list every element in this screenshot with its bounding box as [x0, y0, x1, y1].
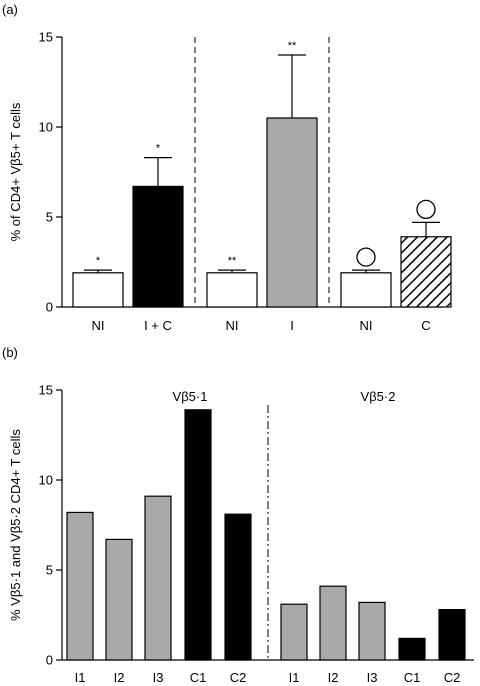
- panel-b-group-label-vb51: Vβ5·1: [173, 389, 208, 404]
- panel-b-x-tick-label: I1: [75, 670, 86, 685]
- panel-b-y-tick-label: 15: [39, 383, 53, 398]
- panel-a-significance-marker: *: [156, 143, 161, 155]
- panel-a-x-tick-label: C: [421, 318, 430, 333]
- panel-b-x-tick-label: I2: [114, 670, 125, 685]
- panel-a-x-tick-label: NI: [226, 318, 239, 333]
- panel-b-label: (b): [2, 345, 18, 360]
- panel-a-bar: [206, 272, 258, 308]
- panel-b-axes: 0 5 10 15: [39, 383, 474, 668]
- panel-b-y-tick-label: 0: [46, 653, 53, 668]
- panel-a-bar: [266, 117, 318, 308]
- panel-b-bar: [224, 513, 252, 661]
- panel-b-bar: [438, 608, 466, 661]
- panel-b-group-label-vb52: Vβ5·2: [361, 389, 396, 404]
- panel-a-label: (a): [2, 2, 18, 17]
- panel-b-bar: [66, 511, 94, 661]
- panel-b-bar: [144, 495, 172, 661]
- panel-b-bar: [105, 538, 133, 661]
- panel-a-y-tick-label: 0: [46, 300, 53, 315]
- panel-a-y-tick-label: 5: [46, 210, 53, 225]
- panel-b-x-tick-label: C1: [404, 670, 421, 685]
- panel-b-bar: [358, 601, 386, 661]
- panel-a-significance-marker: **: [228, 255, 237, 267]
- panel-a-y-axis-label: % of CD4+ Vβ5+ T cells: [8, 102, 23, 241]
- panel-a-significance-marker: **: [288, 40, 297, 52]
- panel-a-significance-circle: [416, 199, 436, 220]
- panel-b-bar: [398, 637, 426, 661]
- panel-a-bar: [400, 236, 452, 308]
- panel-b-bars: I1 I2 I3 C1 C2 I1 I2 I3 C1 C2: [66, 409, 466, 685]
- panel-b: (b) % Vβ5·1 and Vβ5·2 CD4+ T cells Vβ5·1…: [2, 345, 474, 685]
- panel-b-bar: [319, 585, 347, 661]
- panel-a-x-tick-label: NI: [360, 318, 373, 333]
- panel-b-x-tick-label: I3: [367, 670, 378, 685]
- panel-a-bar: [72, 272, 124, 308]
- panel-b-x-tick-label: I2: [328, 670, 339, 685]
- panel-b-x-tick-label: I1: [289, 670, 300, 685]
- panel-a-bar: [132, 185, 184, 308]
- panel-a-axes: 0 5 10 15: [39, 30, 442, 315]
- panel-b-bar: [184, 409, 212, 661]
- panel-a-x-tick-label: I + C: [144, 318, 172, 333]
- panel-a-bar: [340, 272, 392, 308]
- panel-b-bar: [280, 603, 308, 661]
- panel-a-significance-circle: [356, 247, 376, 267]
- panel-a: (a) % of CD4+ Vβ5+ T cells 0 5 10 15 * NI * I …: [2, 2, 452, 333]
- panel-a-significance-marker: *: [96, 255, 101, 267]
- panel-a-bars: * NI * I + C ** NI ** I NI C: [72, 40, 452, 333]
- panel-b-x-tick-label: C2: [230, 670, 247, 685]
- panel-b-y-tick-label: 10: [39, 473, 53, 488]
- panel-a-x-tick-label: NI: [92, 318, 105, 333]
- panel-b-x-tick-label: C1: [190, 670, 207, 685]
- panel-a-x-tick-label: I: [290, 318, 294, 333]
- panel-b-x-tick-label: I3: [153, 670, 164, 685]
- panel-b-x-tick-label: C2: [444, 670, 461, 685]
- panel-b-y-tick-label: 5: [46, 563, 53, 578]
- panel-a-y-tick-label: 10: [39, 120, 53, 135]
- panel-b-y-axis-label: % Vβ5·1 and Vβ5·2 CD4+ T cells: [8, 429, 23, 621]
- panel-a-y-tick-label: 15: [39, 30, 53, 45]
